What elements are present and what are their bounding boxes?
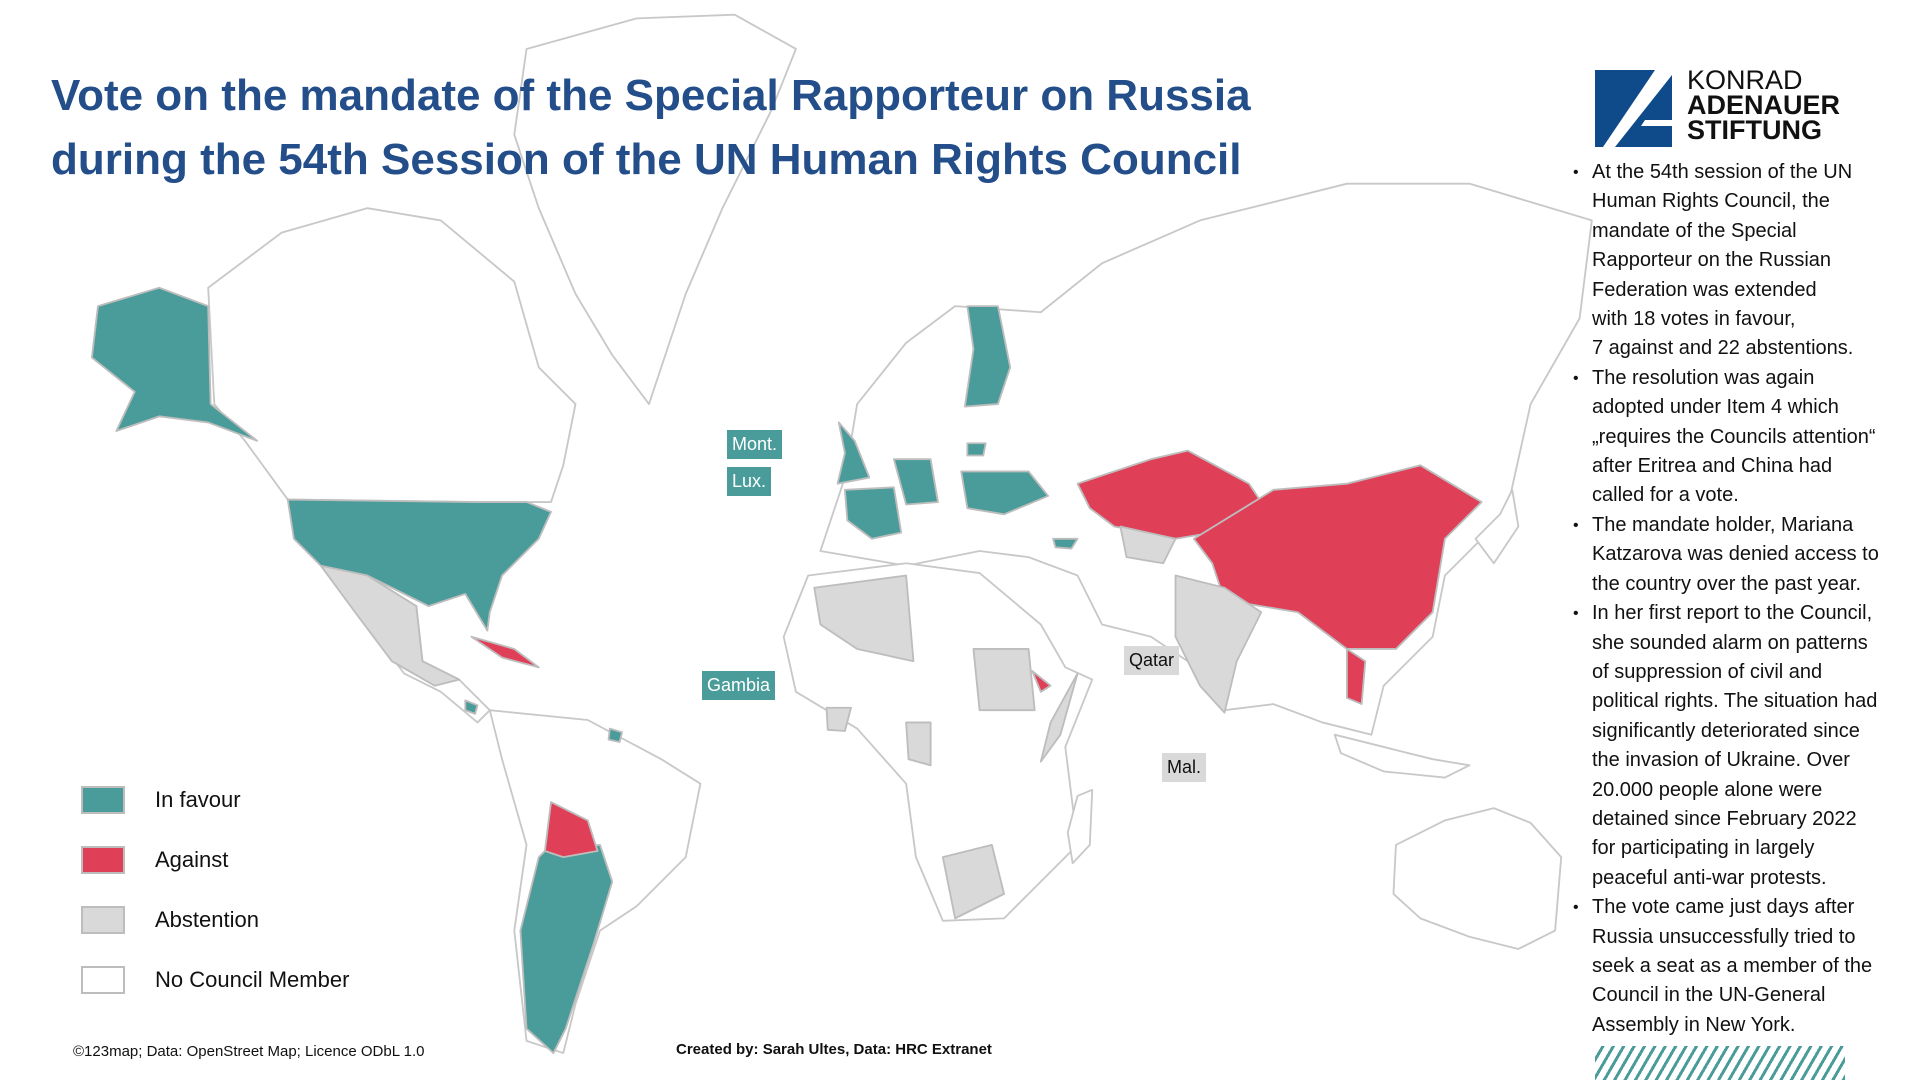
bullet-line: Rapporteur on the Russian bbox=[1592, 249, 1832, 272]
bullet-line: she sounded alarm on patterns bbox=[1592, 631, 1868, 654]
bullet-line: In her first report to the Council, bbox=[1592, 602, 1873, 625]
country-alaska-usa bbox=[90, 286, 259, 442]
country-cameroon-gabon bbox=[905, 721, 932, 767]
bullet-line: Assembly in New York. bbox=[1592, 1013, 1796, 1036]
bullet-item: The vote came just days after Russia unsu… bbox=[1573, 893, 1918, 1040]
country-france bbox=[843, 486, 903, 540]
bullet-line: mandate of the Special bbox=[1592, 219, 1797, 242]
madagascar bbox=[1066, 788, 1094, 865]
country-uk bbox=[836, 421, 871, 485]
greenland bbox=[513, 13, 797, 405]
title-line-1: Vote on the mandate of the Special Rappo… bbox=[51, 71, 1251, 120]
legend-label: Abstention bbox=[155, 907, 259, 932]
country-georgia bbox=[1052, 537, 1079, 550]
label-luxembourg: Lux. bbox=[727, 467, 772, 496]
country-bolivia bbox=[543, 801, 599, 859]
country-ivory-coast bbox=[825, 706, 852, 732]
bullet-line: detained since February 2022 bbox=[1592, 807, 1857, 830]
bullet-line: the country over the past year. bbox=[1592, 572, 1862, 595]
map-credit: ©123map; Data: OpenStreet Map; Licence O… bbox=[73, 1043, 425, 1060]
logo-line-1: KONRAD bbox=[1687, 65, 1803, 95]
bullet-line: political rights. The situation had bbox=[1592, 690, 1878, 713]
country-argentina-chile-paraguay bbox=[519, 843, 614, 1054]
bullet-line: with 18 votes in favour, bbox=[1592, 308, 1796, 331]
bullet-line: seek a seat as a member of the bbox=[1592, 954, 1873, 977]
label-maldives: Mal. bbox=[1162, 753, 1207, 782]
bullet-item: The resolution was again adopted under It… bbox=[1573, 364, 1918, 511]
bullet-line: Federation was extended bbox=[1592, 278, 1817, 301]
country-south-africa bbox=[941, 843, 1005, 920]
created-by: Created by: Sarah Ultes, Data: HRC Extra… bbox=[676, 1041, 992, 1058]
indonesia bbox=[1333, 733, 1471, 779]
kas-logo-text: KONRAD ADENAUER STIFTUNG bbox=[1687, 65, 1841, 145]
label-qatar: Qatar bbox=[1124, 646, 1180, 675]
bullet-line: The resolution was again bbox=[1592, 366, 1815, 389]
country-kyrgyzstan bbox=[1119, 525, 1177, 565]
bullet-line: The vote came just days after bbox=[1592, 896, 1855, 919]
country-mexico bbox=[319, 564, 461, 687]
bullet-line: the invasion of Ukraine. Over bbox=[1592, 749, 1850, 772]
bullet-line: „requires the Councils attention“ bbox=[1592, 425, 1876, 448]
logo-line-2: ADENAUER bbox=[1687, 90, 1841, 120]
country-vietnam bbox=[1346, 648, 1367, 705]
page-title: Vote on the mandate of the Special Rappo… bbox=[51, 64, 1251, 192]
australia bbox=[1392, 807, 1563, 950]
kas-logo-mark-icon bbox=[1595, 70, 1672, 147]
bullet-line: of suppression of civil and bbox=[1592, 660, 1823, 683]
legend-swatch bbox=[81, 966, 125, 994]
canada bbox=[207, 207, 577, 503]
kas-logo: KONRAD ADENAUER STIFTUNG bbox=[1595, 65, 1895, 150]
bullet-line: called for a vote. bbox=[1592, 484, 1739, 507]
summary-bullets: At the 54th session of the UN Human Right… bbox=[1573, 158, 1918, 1040]
country-guyana bbox=[607, 727, 623, 743]
bullet-item: At the 54th session of the UN Human Right… bbox=[1573, 158, 1918, 364]
country-india bbox=[1174, 574, 1263, 714]
country-cuba bbox=[470, 635, 540, 669]
bullet-line: peaceful anti-war protests. bbox=[1592, 866, 1827, 889]
legend-label: No Council Member bbox=[155, 967, 350, 992]
label-gambia: Gambia bbox=[702, 671, 776, 700]
country-costa-rica bbox=[464, 699, 479, 715]
legend-label: Against bbox=[155, 847, 229, 872]
country-lithuania bbox=[966, 442, 987, 457]
bullet-line: Katzarova was denied access to bbox=[1592, 543, 1879, 566]
country-germany bbox=[892, 458, 939, 506]
bullet-line: Council in the UN-General bbox=[1592, 984, 1826, 1007]
bullet-line: Russia unsuccessfully tried to bbox=[1592, 925, 1856, 948]
bullet-line: for participating in largely bbox=[1592, 837, 1815, 860]
label-montenegro: Mont. bbox=[727, 430, 783, 459]
bullet-line: after Eritrea and China had bbox=[1592, 455, 1833, 478]
bullet-item: The mandate holder, Mariana Katzarova was… bbox=[1573, 511, 1918, 599]
country-algeria-morocco bbox=[813, 574, 915, 663]
country-sudan bbox=[972, 648, 1036, 712]
country-finland bbox=[963, 305, 1012, 408]
bullet-line: At the 54th session of the UN bbox=[1592, 161, 1853, 183]
bullet-line: 20.000 people alone were bbox=[1592, 778, 1823, 801]
bullet-line: significantly deteriorated since bbox=[1592, 719, 1860, 742]
legend-swatch bbox=[81, 846, 125, 874]
bullet-line: The mandate holder, Mariana bbox=[1592, 513, 1854, 536]
bullet-line: Human Rights Council, the bbox=[1592, 190, 1830, 213]
logo-line-3: STIFTUNG bbox=[1687, 115, 1822, 145]
country-eritrea bbox=[1031, 670, 1052, 693]
bullet-line: 7 against and 22 abstentions. bbox=[1592, 337, 1854, 360]
legend-label: In favour bbox=[155, 787, 241, 812]
hatch-decoration bbox=[1595, 1046, 1845, 1080]
bullet-line: adopted under Item 4 which bbox=[1592, 396, 1839, 419]
legend-swatch bbox=[81, 786, 125, 814]
legend-swatch bbox=[81, 906, 125, 934]
title-line-2: during the 54th Session of the UN Human … bbox=[51, 135, 1242, 184]
country-somalia bbox=[1039, 672, 1079, 763]
country-eastern-europe bbox=[960, 470, 1050, 516]
bullet-item: In her first report to the Council, she s… bbox=[1573, 599, 1918, 893]
country-usa bbox=[286, 498, 552, 632]
japan bbox=[1474, 488, 1520, 565]
